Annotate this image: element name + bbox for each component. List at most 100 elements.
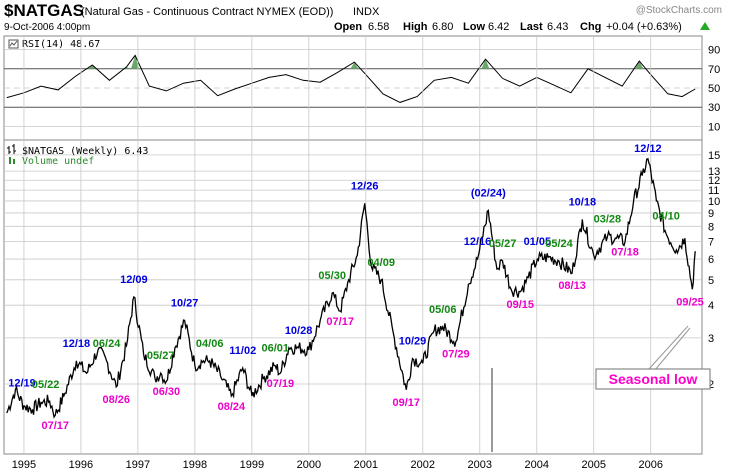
annotation-23: 07/29	[442, 349, 470, 361]
high-value: 6.80	[432, 21, 453, 33]
rsi-tick-label-70: 70	[708, 64, 720, 76]
year-label-1995: 1995	[12, 459, 36, 471]
exchange-label: INDX	[353, 6, 380, 18]
rsi-overbought-area	[350, 62, 359, 69]
annotation-10: 04/06	[196, 338, 224, 350]
annotation-14: 07/19	[267, 378, 295, 390]
rsi-tick-label-50: 50	[708, 83, 720, 95]
year-label-2001: 2001	[354, 459, 378, 471]
price-tick-label-9: 9	[708, 208, 714, 220]
open-label: Open	[334, 21, 362, 33]
price-tick-label-11: 11	[708, 185, 719, 197]
price-tick-label-12: 12	[708, 175, 720, 187]
volume-legend-label: Volume undef	[22, 156, 94, 167]
annotation-16: 05/30	[318, 270, 346, 282]
price-tick-label-2: 2	[708, 379, 714, 391]
annotation-21: 10/29	[399, 336, 427, 348]
ohlc-bar-icon	[7, 144, 16, 154]
annotation-32: 03/28	[594, 214, 622, 226]
price-legend-label: $NATGAS (Weekly) 6.43	[22, 146, 148, 157]
price-panel	[3, 139, 703, 455]
annotation-15: 10/28	[285, 325, 313, 337]
seasonal-low-label: Seasonal low	[609, 371, 698, 387]
annotation-2: 07/17	[42, 420, 70, 432]
annotation-26: 05/27	[489, 238, 517, 250]
volume-bar-icon-1	[9, 157, 11, 164]
year-label-1996: 1996	[69, 459, 93, 471]
annotation-12: 11/02	[229, 345, 256, 357]
year-label-2006: 2006	[638, 459, 662, 471]
price-tick-label-6: 6	[708, 254, 714, 266]
callout-pointer-2	[654, 327, 691, 371]
year-label-1999: 1999	[240, 459, 264, 471]
year-label-2005: 2005	[581, 459, 605, 471]
annotation-24: 12/16	[464, 236, 492, 248]
high-label: High	[403, 21, 428, 33]
year-label-1997: 1997	[126, 459, 150, 471]
annotation-34: 12/12	[634, 143, 662, 155]
price-grid	[4, 36, 702, 454]
rsi-overbought-area	[131, 55, 140, 69]
annotation-3: 12/18	[63, 338, 91, 350]
low-value: 6.42	[488, 21, 509, 33]
year-label-2000: 2000	[297, 459, 321, 471]
annotation-1: 05/22	[32, 379, 60, 391]
year-label-2003: 2003	[468, 459, 492, 471]
rsi-overbought-area	[635, 61, 644, 69]
chg-label: Chg	[580, 21, 601, 33]
chg-value: +0.04 (+0.63%)	[606, 21, 682, 33]
rsi-tick-label-10: 10	[708, 121, 720, 133]
price-line	[6, 157, 696, 419]
annotation-18: 12/26	[351, 180, 379, 192]
annotation-30: 08/13	[558, 280, 586, 292]
annotation-25: (02/24)	[471, 187, 506, 199]
annotation-8: 06/30	[153, 386, 181, 398]
rsi-tick-label-90: 90	[708, 45, 720, 57]
time-axis: 1995 1996 1997 1998 1999 2000 2001 2002 2003 2004…	[12, 459, 663, 471]
price-tick-label-15: 15	[708, 150, 720, 162]
price-tick-label-8: 8	[708, 221, 714, 233]
annotation-13: 06/01	[261, 343, 289, 355]
year-label-2002: 2002	[411, 459, 435, 471]
annotation-11: 08/24	[218, 401, 246, 413]
annotation-7: 05/27	[147, 350, 175, 362]
rsi-tick-label-30: 30	[708, 102, 720, 114]
annotation-28: 01/05	[524, 236, 552, 248]
quote-date: 9-Oct-2006 4:00pm	[4, 22, 90, 33]
last-value: 6.43	[547, 21, 568, 33]
last-label: Last	[520, 21, 543, 33]
callout-pointer-1	[647, 325, 689, 371]
annotation-5: 08/26	[102, 394, 130, 406]
annotation-9: 10/27	[171, 297, 199, 309]
annotation-4: 06/24	[93, 338, 121, 350]
copyright-label: @StockCharts.com	[636, 5, 722, 16]
rsi-overbought-area	[88, 64, 97, 69]
annotation-27: 09/15	[506, 299, 534, 311]
price-tick-label-13: 13	[708, 166, 720, 178]
price-tick-label-7: 7	[708, 237, 714, 249]
annotation-36: 09/25	[676, 296, 704, 308]
year-label-1998: 1998	[183, 459, 207, 471]
rsi-legend: RSI(14) 48.67	[8, 39, 100, 50]
price-tick-label-3: 3	[708, 333, 714, 345]
rsi-legend-icon	[8, 39, 19, 49]
rsi-line	[6, 54, 696, 103]
annotation-17: 07/17	[326, 316, 354, 328]
annotation-6: 12/09	[120, 274, 148, 286]
annotation-35: 04/10	[652, 211, 680, 223]
chart-symbol: $NATGAS	[4, 1, 84, 20]
price-tick-label-4: 4	[708, 300, 714, 312]
rsi-axis: 90 70 50 30 10	[708, 45, 720, 134]
price-tick-label-10: 10	[708, 196, 720, 208]
price-tick-label-5: 5	[708, 275, 714, 287]
annotation-20: 09/17	[393, 397, 421, 409]
open-value: 6.58	[368, 21, 389, 33]
annotation-22: 05/06	[429, 304, 457, 316]
annotation-19: 04/09	[367, 257, 395, 269]
annotation-29: 05/24	[545, 238, 573, 250]
seasonal-low-callout	[595, 368, 711, 390]
volume-bar-icon-2	[13, 159, 15, 164]
up-triangle-icon	[700, 22, 710, 30]
